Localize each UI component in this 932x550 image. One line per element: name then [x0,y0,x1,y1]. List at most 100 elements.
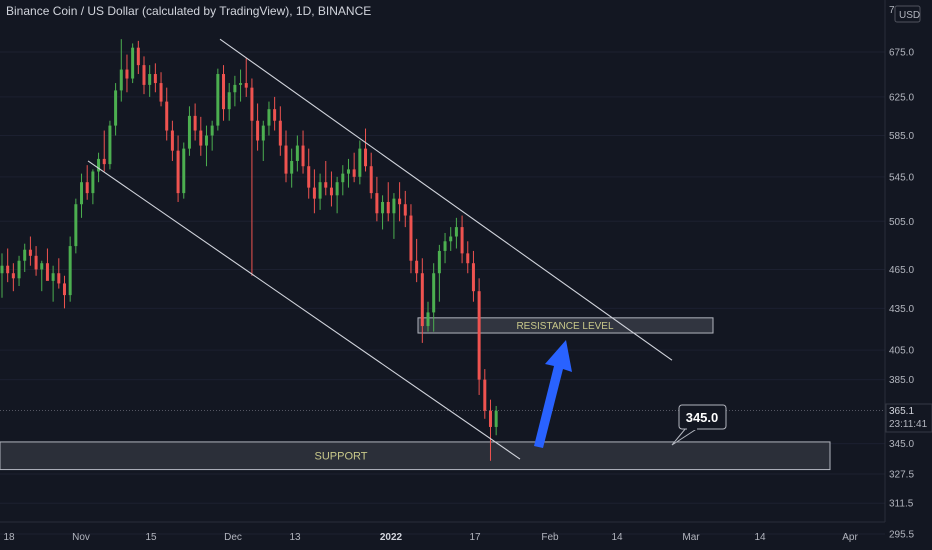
candle-body-15[interactable] [85,182,89,194]
candle-body-12[interactable] [68,246,72,296]
candle-body-77[interactable] [437,250,441,274]
candle-body-37[interactable] [210,125,214,136]
lower-channel-line[interactable] [87,160,521,460]
candle-body-42[interactable] [239,83,243,85]
candle-body-73[interactable] [415,260,419,274]
candle-body-9[interactable] [51,273,55,281]
last-price-badge[interactable] [885,403,932,433]
candles-layer[interactable] [0,39,498,461]
candle-body-32[interactable] [182,148,186,194]
candle-body-23[interactable] [131,47,135,79]
candle-body-58[interactable] [329,187,333,196]
trendlines-layer[interactable] [87,38,673,460]
upper-channel-line[interactable] [219,38,673,361]
candle-body-78[interactable] [443,241,447,251]
candle-body-6[interactable] [34,255,38,270]
candle-body-4[interactable] [23,249,27,261]
candle-body-72[interactable] [409,215,413,261]
candle-body-55[interactable] [312,187,316,199]
candle-body-41[interactable] [233,84,237,93]
candle-body-27[interactable] [153,74,157,84]
candle-body-24[interactable] [136,47,140,66]
time-label-6[interactable]: 17 [469,532,481,543]
candle-body-1[interactable] [6,265,10,274]
candle-body-31[interactable] [176,150,180,194]
candle-body-86[interactable] [488,410,492,427]
candle-body-13[interactable] [74,204,78,247]
candle-body-64[interactable] [364,148,368,167]
time-label-9[interactable]: Mar [682,532,700,543]
candle-body-5[interactable] [28,249,32,256]
price-scale-background[interactable] [885,0,932,522]
candle-body-67[interactable] [381,201,385,214]
candle-body-30[interactable] [170,130,174,151]
candle-body-16[interactable] [91,171,95,194]
blue-up-arrow[interactable] [534,340,572,448]
candle-body-66[interactable] [375,193,379,214]
candle-body-51[interactable] [290,160,294,174]
candle-body-82[interactable] [466,253,470,264]
candle-body-45[interactable] [256,120,260,141]
candle-body-20[interactable] [114,90,118,126]
target-callout-box[interactable] [678,404,727,430]
candle-body-22[interactable] [125,69,129,79]
candle-body-56[interactable] [318,182,322,199]
candle-body-61[interactable] [346,169,350,174]
candle-body-74[interactable] [420,273,424,327]
candle-body-79[interactable] [449,236,453,242]
time-axis-labels[interactable]: 18 Nov 15 Dec 13 2022 17 Feb 14 Mar 14 Apr [3,532,858,543]
arrow-layer[interactable] [534,340,572,448]
candle-body-38[interactable] [216,74,220,126]
candle-body-33[interactable] [187,115,191,149]
candle-body-19[interactable] [108,125,112,165]
candle-body-3[interactable] [17,260,21,279]
candle-body-75[interactable] [426,312,430,327]
candle-body-62[interactable] [352,169,356,177]
currency-badge[interactable] [894,5,921,23]
candle-body-2[interactable] [11,273,15,279]
candle-body-50[interactable] [284,145,288,174]
candle-body-81[interactable] [460,227,464,254]
candle-body-53[interactable] [301,145,305,167]
candle-body-87[interactable] [494,410,498,427]
time-label-0[interactable]: 18 [3,532,15,543]
support-zone[interactable] [0,441,831,471]
candle-body-83[interactable] [471,263,475,292]
candle-body-68[interactable] [386,201,390,214]
candle-body-59[interactable] [335,182,339,196]
resistance-zone[interactable] [417,317,714,334]
time-label-5[interactable]: 2022 [380,532,403,543]
candle-body-60[interactable] [341,173,345,183]
candle-body-69[interactable] [392,198,396,214]
candle-body-85[interactable] [483,379,487,411]
candle-body-29[interactable] [165,101,169,131]
candle-body-46[interactable] [261,125,265,141]
time-label-11[interactable]: Apr [842,532,858,543]
candle-body-43[interactable] [244,83,248,88]
candle-body-76[interactable] [432,273,436,313]
candle-body-80[interactable] [454,227,458,237]
candle-body-14[interactable] [80,182,84,205]
candle-body-21[interactable] [119,69,123,91]
candle-body-17[interactable] [97,158,101,172]
time-label-2[interactable]: 15 [145,532,157,543]
candle-body-18[interactable] [102,158,106,165]
candle-body-26[interactable] [148,74,152,85]
candle-body-0[interactable] [0,265,4,274]
candle-body-54[interactable] [307,166,311,188]
candle-body-71[interactable] [403,204,407,216]
candle-body-28[interactable] [159,83,163,102]
time-label-4[interactable]: 13 [289,532,301,543]
candle-body-7[interactable] [40,263,44,270]
candle-body-40[interactable] [227,92,231,110]
candle-body-44[interactable] [250,87,254,121]
candle-body-10[interactable] [57,273,61,284]
candle-body-47[interactable] [267,109,271,126]
candle-body-52[interactable] [295,145,299,161]
candle-body-70[interactable] [398,198,402,205]
candle-body-49[interactable] [278,120,282,146]
candle-body-35[interactable] [199,130,203,146]
candle-body-36[interactable] [204,135,208,146]
candle-body-25[interactable] [142,65,146,85]
